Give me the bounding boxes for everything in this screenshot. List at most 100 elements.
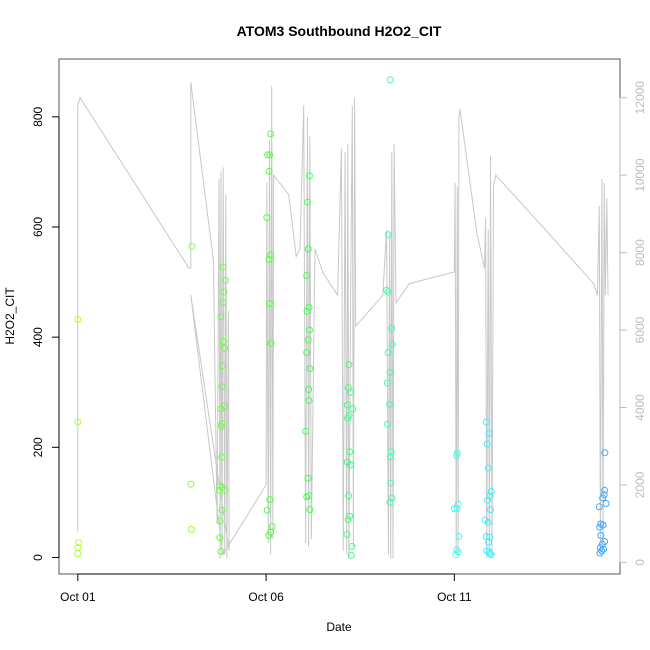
data-point (74, 316, 82, 323)
data-point (486, 550, 494, 558)
secondary-y-tick-label: 4000 (633, 394, 647, 421)
data-point (74, 550, 82, 558)
data-point (486, 533, 494, 541)
data-point (343, 530, 351, 538)
data-point (599, 494, 607, 502)
x-tick-label: Oct 01 (60, 590, 96, 604)
data-point (304, 474, 312, 482)
data-point (348, 543, 356, 550)
data-point (484, 464, 492, 472)
data-point (343, 401, 351, 409)
data-point (306, 506, 314, 514)
data-point (450, 505, 458, 512)
data-point (453, 505, 461, 512)
x-axis-label: Date (326, 620, 352, 634)
data-point (388, 494, 396, 502)
data-point (599, 545, 607, 553)
data-point (305, 303, 313, 311)
data-point (485, 538, 493, 546)
data-point (383, 379, 391, 387)
plot-frame (58, 58, 621, 575)
data-point (453, 452, 461, 460)
data-point (482, 418, 490, 426)
data-point (305, 326, 313, 334)
data-point (264, 151, 272, 159)
data-point (263, 214, 271, 222)
data-point (597, 531, 605, 539)
data-point (220, 338, 227, 346)
data-point (595, 503, 603, 511)
data-point (349, 405, 357, 413)
data-point (217, 313, 225, 321)
data-point (187, 480, 195, 488)
y-tick-label: 800 (31, 107, 45, 127)
data-point (75, 539, 83, 547)
data-point (266, 151, 274, 159)
y-tick-label: 400 (31, 327, 45, 347)
data-point (596, 549, 604, 557)
data-point (221, 486, 229, 494)
data-point (485, 430, 493, 437)
data-point (384, 231, 392, 239)
data-point (455, 533, 463, 540)
data-point (302, 427, 310, 435)
data-point (346, 512, 354, 520)
data-point (221, 344, 229, 352)
data-point (453, 449, 461, 457)
data-point (596, 523, 604, 531)
data-point (304, 198, 311, 206)
secondary-y-tick-label: 0 (633, 559, 647, 566)
data-point (219, 299, 227, 306)
secondary-y-tick-label: 2000 (633, 471, 647, 498)
data-point (267, 130, 275, 138)
data-point (219, 362, 227, 370)
data-point (304, 245, 312, 253)
data-point (303, 307, 311, 315)
data-point (344, 516, 352, 523)
data-point (305, 386, 313, 393)
data-point (215, 486, 223, 494)
data-point (487, 551, 495, 559)
x-tick-label: Oct 06 (248, 590, 284, 604)
data-point (218, 453, 226, 461)
chart-title: ATOM3 Southbound H2O2_CIT (237, 23, 442, 39)
data-point (216, 534, 224, 542)
data-point (219, 263, 227, 271)
data-point (601, 449, 609, 457)
data-point (383, 286, 391, 294)
data-point (266, 496, 274, 504)
secondary-y-tick-label: 6000 (633, 316, 647, 343)
data-point (386, 453, 394, 461)
data-point (303, 493, 311, 501)
y-tick-label: 200 (31, 437, 45, 457)
y-axis: 0 200 400 600 800 (31, 107, 60, 561)
x-tick-label: Oct 11 (437, 590, 472, 604)
data-point (265, 256, 273, 263)
data-point (344, 384, 352, 392)
data-point (346, 388, 354, 396)
data-point (602, 500, 610, 507)
data-point (386, 368, 394, 376)
data-point (266, 300, 273, 308)
data-point (346, 461, 354, 469)
data-point (600, 491, 608, 499)
data-point (386, 76, 394, 84)
data-point (263, 506, 271, 514)
data-point (265, 167, 273, 175)
y-axis-label: H2O2_CIT (3, 287, 17, 345)
data-point (217, 405, 225, 413)
data-point (484, 496, 491, 504)
data-point (487, 487, 495, 495)
data-point (267, 339, 275, 347)
data-point (265, 531, 273, 539)
data-point (305, 397, 313, 404)
series-line (77, 82, 609, 559)
data-point (483, 440, 491, 448)
data-point (347, 551, 355, 559)
data-point (387, 448, 395, 456)
data-point (598, 547, 606, 555)
data-point (306, 365, 314, 373)
data-point (452, 551, 460, 559)
data-point (218, 420, 226, 428)
